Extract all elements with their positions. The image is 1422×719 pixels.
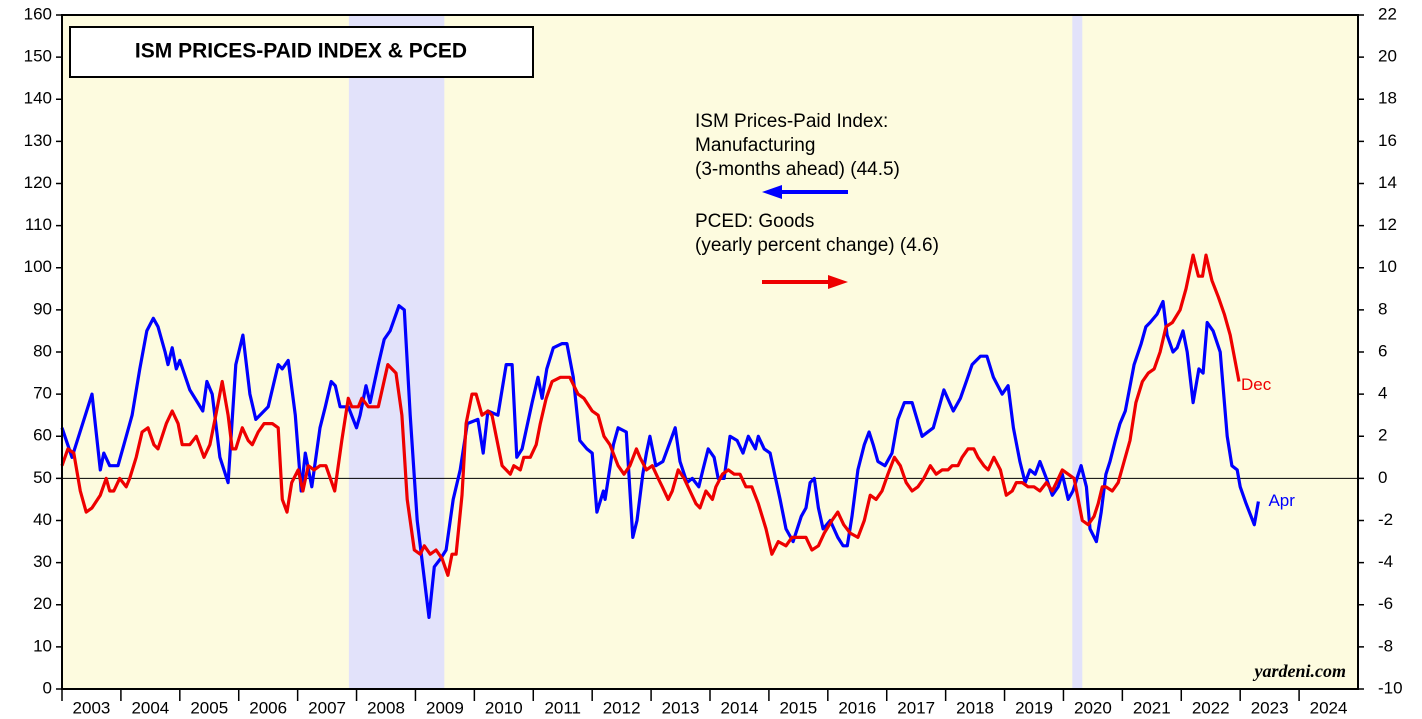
x-tick-label: 2020 bbox=[1074, 698, 1112, 717]
x-tick-label: 2021 bbox=[1133, 698, 1171, 717]
y2-tick-label: 14 bbox=[1378, 173, 1397, 192]
x-tick-label: 2023 bbox=[1251, 698, 1289, 717]
legend-text: (yearly percent change) (4.6) bbox=[695, 235, 939, 256]
x-tick-label: 2013 bbox=[662, 698, 700, 717]
y2-tick-label: 18 bbox=[1378, 89, 1397, 108]
x-tick-label: 2012 bbox=[603, 698, 641, 717]
legend-text: ISM Prices-Paid Index: bbox=[695, 111, 888, 132]
legend-text: PCED: Goods bbox=[695, 211, 814, 232]
y2-tick-label: -2 bbox=[1378, 510, 1393, 529]
x-tick-label: 2022 bbox=[1192, 698, 1230, 717]
y-tick-label: 80 bbox=[33, 341, 52, 360]
y2-tick-label: 20 bbox=[1378, 47, 1397, 66]
recession-band bbox=[348, 15, 445, 689]
x-tick-label: 2014 bbox=[721, 698, 759, 717]
x-tick-label: 2010 bbox=[485, 698, 523, 717]
x-tick-label: 2005 bbox=[190, 698, 228, 717]
y2-tick-label: -4 bbox=[1378, 552, 1393, 571]
x-tick-label: 2018 bbox=[956, 698, 994, 717]
recession-band bbox=[1072, 15, 1083, 689]
plot-frame bbox=[61, 14, 1359, 690]
y2-tick-label: 2 bbox=[1378, 426, 1387, 445]
x-tick-label: 2009 bbox=[426, 698, 464, 717]
y2-tick-label: -6 bbox=[1378, 594, 1393, 613]
y-tick-label: 150 bbox=[24, 47, 52, 66]
y-tick-label: 30 bbox=[33, 552, 52, 571]
y-tick-label: 140 bbox=[24, 89, 52, 108]
x-tick-label: 2015 bbox=[779, 698, 817, 717]
y-tick-label: 130 bbox=[24, 131, 52, 150]
y-tick-label: 60 bbox=[33, 426, 52, 445]
x-tick-label: 2004 bbox=[131, 698, 169, 717]
y-tick-label: 100 bbox=[24, 257, 52, 276]
legend-text: (3-months ahead) (44.5) bbox=[695, 159, 900, 180]
y-tick-label: 10 bbox=[33, 636, 52, 655]
x-tick-label: 2006 bbox=[249, 698, 287, 717]
y-tick-label: 0 bbox=[43, 678, 52, 697]
x-tick-label: 2017 bbox=[897, 698, 935, 717]
y-tick-label: 90 bbox=[33, 299, 52, 318]
y-tick-label: 50 bbox=[33, 468, 52, 487]
x-tick-label: 2024 bbox=[1310, 698, 1348, 717]
title-box bbox=[69, 26, 534, 78]
y-tick-label: 120 bbox=[24, 173, 52, 192]
x-tick-label: 2016 bbox=[838, 698, 876, 717]
end-label: Dec bbox=[1241, 375, 1272, 394]
plot-background bbox=[62, 15, 1358, 689]
y-tick-label: 160 bbox=[24, 4, 52, 23]
y2-tick-label: 10 bbox=[1378, 257, 1397, 276]
x-tick-label: 2019 bbox=[1015, 698, 1053, 717]
y2-tick-label: 4 bbox=[1378, 384, 1387, 403]
y-tick-label: 40 bbox=[33, 510, 52, 529]
y2-tick-label: 12 bbox=[1378, 215, 1397, 234]
y-tick-label: 20 bbox=[33, 594, 52, 613]
y-tick-label: 110 bbox=[25, 215, 52, 234]
y2-tick-label: 8 bbox=[1378, 299, 1387, 318]
legend-arrowhead bbox=[762, 185, 782, 199]
y-tick-label: 70 bbox=[33, 384, 52, 403]
end-label: Apr bbox=[1268, 491, 1295, 510]
x-tick-label: 2007 bbox=[308, 698, 346, 717]
legend-text: Manufacturing bbox=[695, 135, 815, 156]
chart-title: ISM PRICES-PAID INDEX & PCED bbox=[135, 40, 467, 63]
y2-tick-label: 6 bbox=[1378, 341, 1387, 360]
y2-tick-label: -10 bbox=[1378, 678, 1403, 697]
y2-tick-label: 16 bbox=[1378, 131, 1397, 150]
y2-tick-label: 22 bbox=[1378, 4, 1397, 23]
series-line bbox=[60, 299, 1260, 619]
credit: yardeni.com bbox=[1253, 661, 1347, 681]
series-line bbox=[60, 253, 1241, 577]
x-tick-label: 2011 bbox=[544, 698, 581, 717]
legend-arrowhead bbox=[828, 275, 848, 289]
x-tick-label: 2008 bbox=[367, 698, 405, 717]
x-tick-label: 2003 bbox=[73, 698, 111, 717]
y2-tick-label: 0 bbox=[1378, 468, 1387, 487]
y2-tick-label: -8 bbox=[1378, 636, 1393, 655]
